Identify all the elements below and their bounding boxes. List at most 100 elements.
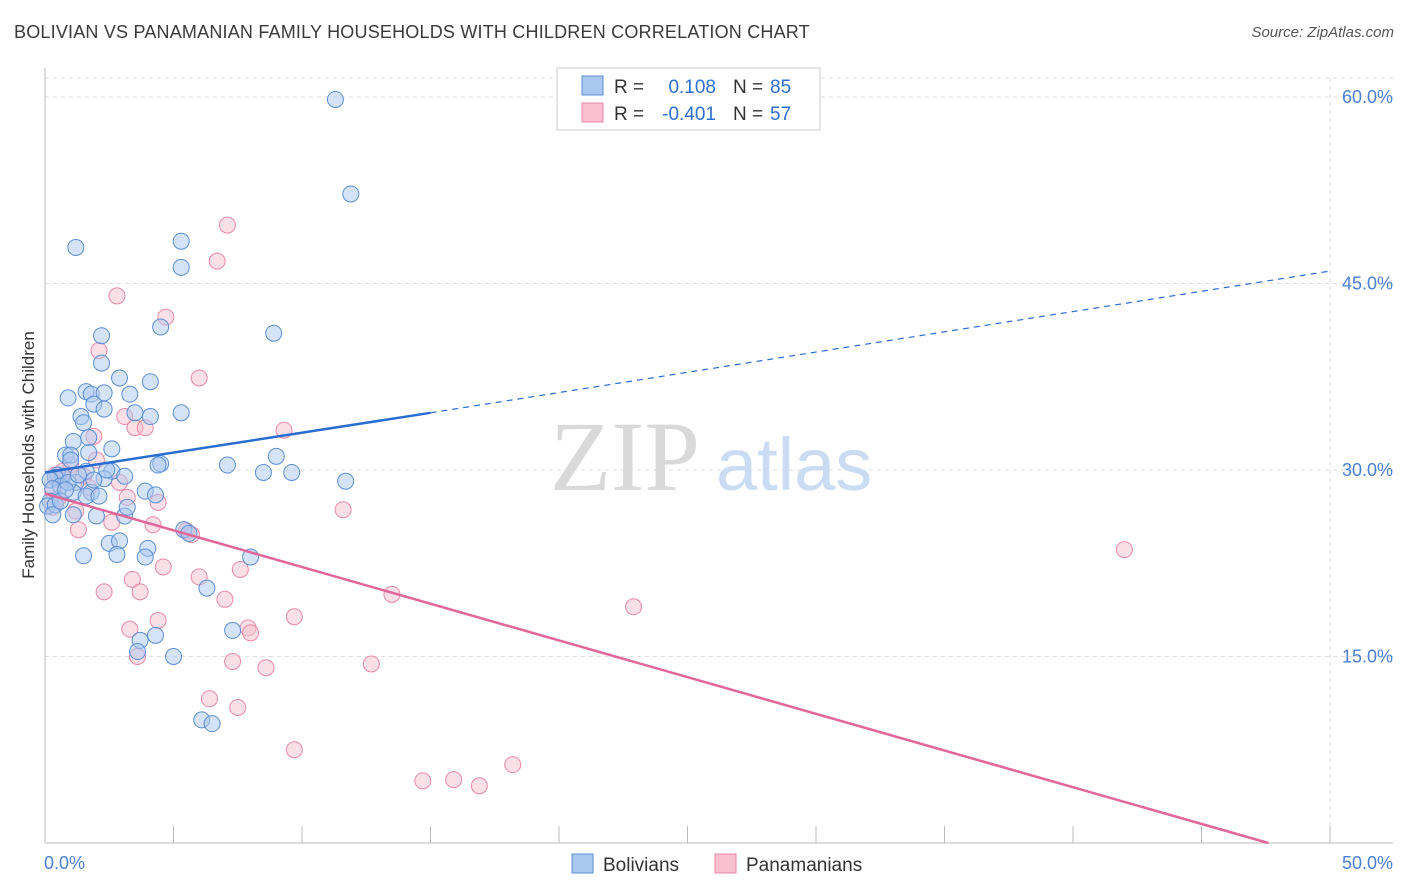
panamanian-point-31 <box>95 583 113 601</box>
source-label: Source: ZipAtlas.com <box>1251 24 1394 41</box>
bolivian-point-15 <box>59 389 77 407</box>
bolivian-point-7 <box>265 324 283 342</box>
bolivian-point-2 <box>67 238 85 256</box>
panamanian-point-2 <box>108 287 126 305</box>
panamanian-point-50 <box>445 771 463 789</box>
bottom-legend-label-pink: Panamanians <box>746 855 862 876</box>
y-tick-label-1: 30.0% <box>1342 460 1393 480</box>
panamanian-point-47 <box>285 741 303 759</box>
bolivian-point-26 <box>80 444 98 462</box>
bolivian-point-51 <box>147 486 165 504</box>
watermark: ZIP atlas <box>550 401 872 512</box>
panamanian-point-0 <box>218 216 236 234</box>
panamanian-point-27 <box>231 560 249 578</box>
legend-r-value-pink: -0.401 <box>662 104 716 125</box>
legend-swatch-pink <box>581 102 604 123</box>
x-tick-label-max: 50.0% <box>1342 853 1393 873</box>
panamanian-point-28 <box>154 558 172 576</box>
bolivian-point-32 <box>149 456 167 474</box>
bolivian-point-33 <box>218 456 236 474</box>
legend-swatch-blue <box>581 75 604 96</box>
bolivian-point-66 <box>75 547 93 565</box>
panamanian-point-21 <box>334 501 352 519</box>
legend-n-label-pink: N = <box>733 104 763 125</box>
bolivian-point-56 <box>44 506 62 524</box>
bolivian-point-36 <box>254 463 272 481</box>
bolivian-point-30 <box>62 451 80 469</box>
bolivian-point-72 <box>129 643 147 661</box>
bolivian-point-10 <box>141 373 159 391</box>
y-tick-label-0: 15.0% <box>1342 647 1393 667</box>
bolivian-point-65 <box>136 548 154 566</box>
bolivian-point-73 <box>165 648 182 665</box>
bolivian-point-23 <box>80 429 98 447</box>
y-tick-labels: 15.0% 30.0% 45.0% 60.0% <box>1342 87 1393 667</box>
bolivian-point-6 <box>152 318 170 336</box>
legend-r-label-pink: R = <box>614 104 644 125</box>
legend-n-value-blue: 85 <box>770 77 791 98</box>
y-axis-title: Family Households with Children <box>19 331 38 579</box>
bolivians-trend-extension <box>430 270 1331 414</box>
bolivian-point-68 <box>198 579 216 597</box>
bolivian-point-75 <box>203 715 221 733</box>
panamanians-trend-line <box>44 492 1269 845</box>
x-tick-label-min: 0.0% <box>44 853 85 873</box>
bolivian-point-19 <box>126 404 144 422</box>
watermark-atlas: atlas <box>716 423 872 506</box>
bolivian-point-9 <box>111 369 129 387</box>
bottom-legend-label-blue: Bolivians <box>603 855 679 876</box>
trend-lines <box>44 270 1331 845</box>
bolivian-point-44 <box>337 472 355 490</box>
panamanian-point-5 <box>190 369 208 387</box>
watermark-zip: ZIP <box>550 401 700 512</box>
panamanian-point-30 <box>123 570 141 588</box>
panamanian-point-1 <box>208 252 226 270</box>
panamanian-point-38 <box>121 620 139 638</box>
panamanian-point-51 <box>470 777 488 795</box>
panamanian-point-52 <box>1115 541 1133 559</box>
panamanian-point-44 <box>362 655 380 673</box>
bolivian-point-5 <box>93 327 111 345</box>
bolivian-point-17 <box>95 400 113 418</box>
series-legend: Bolivians Panamanians <box>571 853 862 876</box>
bolivian-point-81 <box>118 498 136 516</box>
panamanian-point-48 <box>504 756 522 774</box>
bottom-legend-swatch-blue <box>571 853 594 874</box>
panamanian-point-35 <box>625 598 643 616</box>
bottom-legend-swatch-pink <box>714 853 737 874</box>
bolivian-point-1 <box>342 185 360 203</box>
bolivian-point-4 <box>172 258 190 276</box>
panamanian-point-43 <box>257 659 275 677</box>
panamanian-point-36 <box>285 608 303 626</box>
bolivian-point-0 <box>326 90 344 108</box>
legend-n-label-blue: N = <box>733 77 763 98</box>
bolivian-point-18 <box>172 404 190 422</box>
bolivian-point-22 <box>75 414 93 432</box>
correlation-legend: R = 0.108 N = 85 R = -0.401 N = 57 <box>556 67 821 131</box>
legend-r-label-blue: R = <box>614 77 644 98</box>
bolivian-point-37 <box>283 463 301 481</box>
panamanian-point-34 <box>216 590 234 608</box>
bolivian-point-3 <box>172 232 190 250</box>
bolivian-point-67 <box>108 546 126 564</box>
bolivians-trend-line <box>44 411 431 474</box>
panamanian-point-37 <box>149 611 167 629</box>
bolivian-point-80 <box>90 487 108 505</box>
y-tick-label-3: 60.0% <box>1342 87 1393 107</box>
axes <box>44 68 1393 844</box>
bolivian-point-29 <box>267 447 285 465</box>
bolivian-point-14 <box>121 385 139 403</box>
panamanian-point-32 <box>131 583 149 601</box>
panamanian-point-24 <box>69 521 87 539</box>
bolivian-point-25 <box>103 440 121 458</box>
chart-title: BOLIVIAN VS PANAMANIAN FAMILY HOUSEHOLDS… <box>14 22 810 42</box>
y-tick-label-2: 45.0% <box>1342 274 1393 294</box>
bolivians-points <box>39 90 360 733</box>
bolivian-point-83 <box>85 471 103 489</box>
panamanians-points <box>44 216 1133 795</box>
bolivian-point-42 <box>116 467 134 485</box>
legend-n-value-pink: 57 <box>770 104 791 125</box>
bolivian-point-55 <box>64 506 82 524</box>
bolivian-point-69 <box>224 621 242 639</box>
